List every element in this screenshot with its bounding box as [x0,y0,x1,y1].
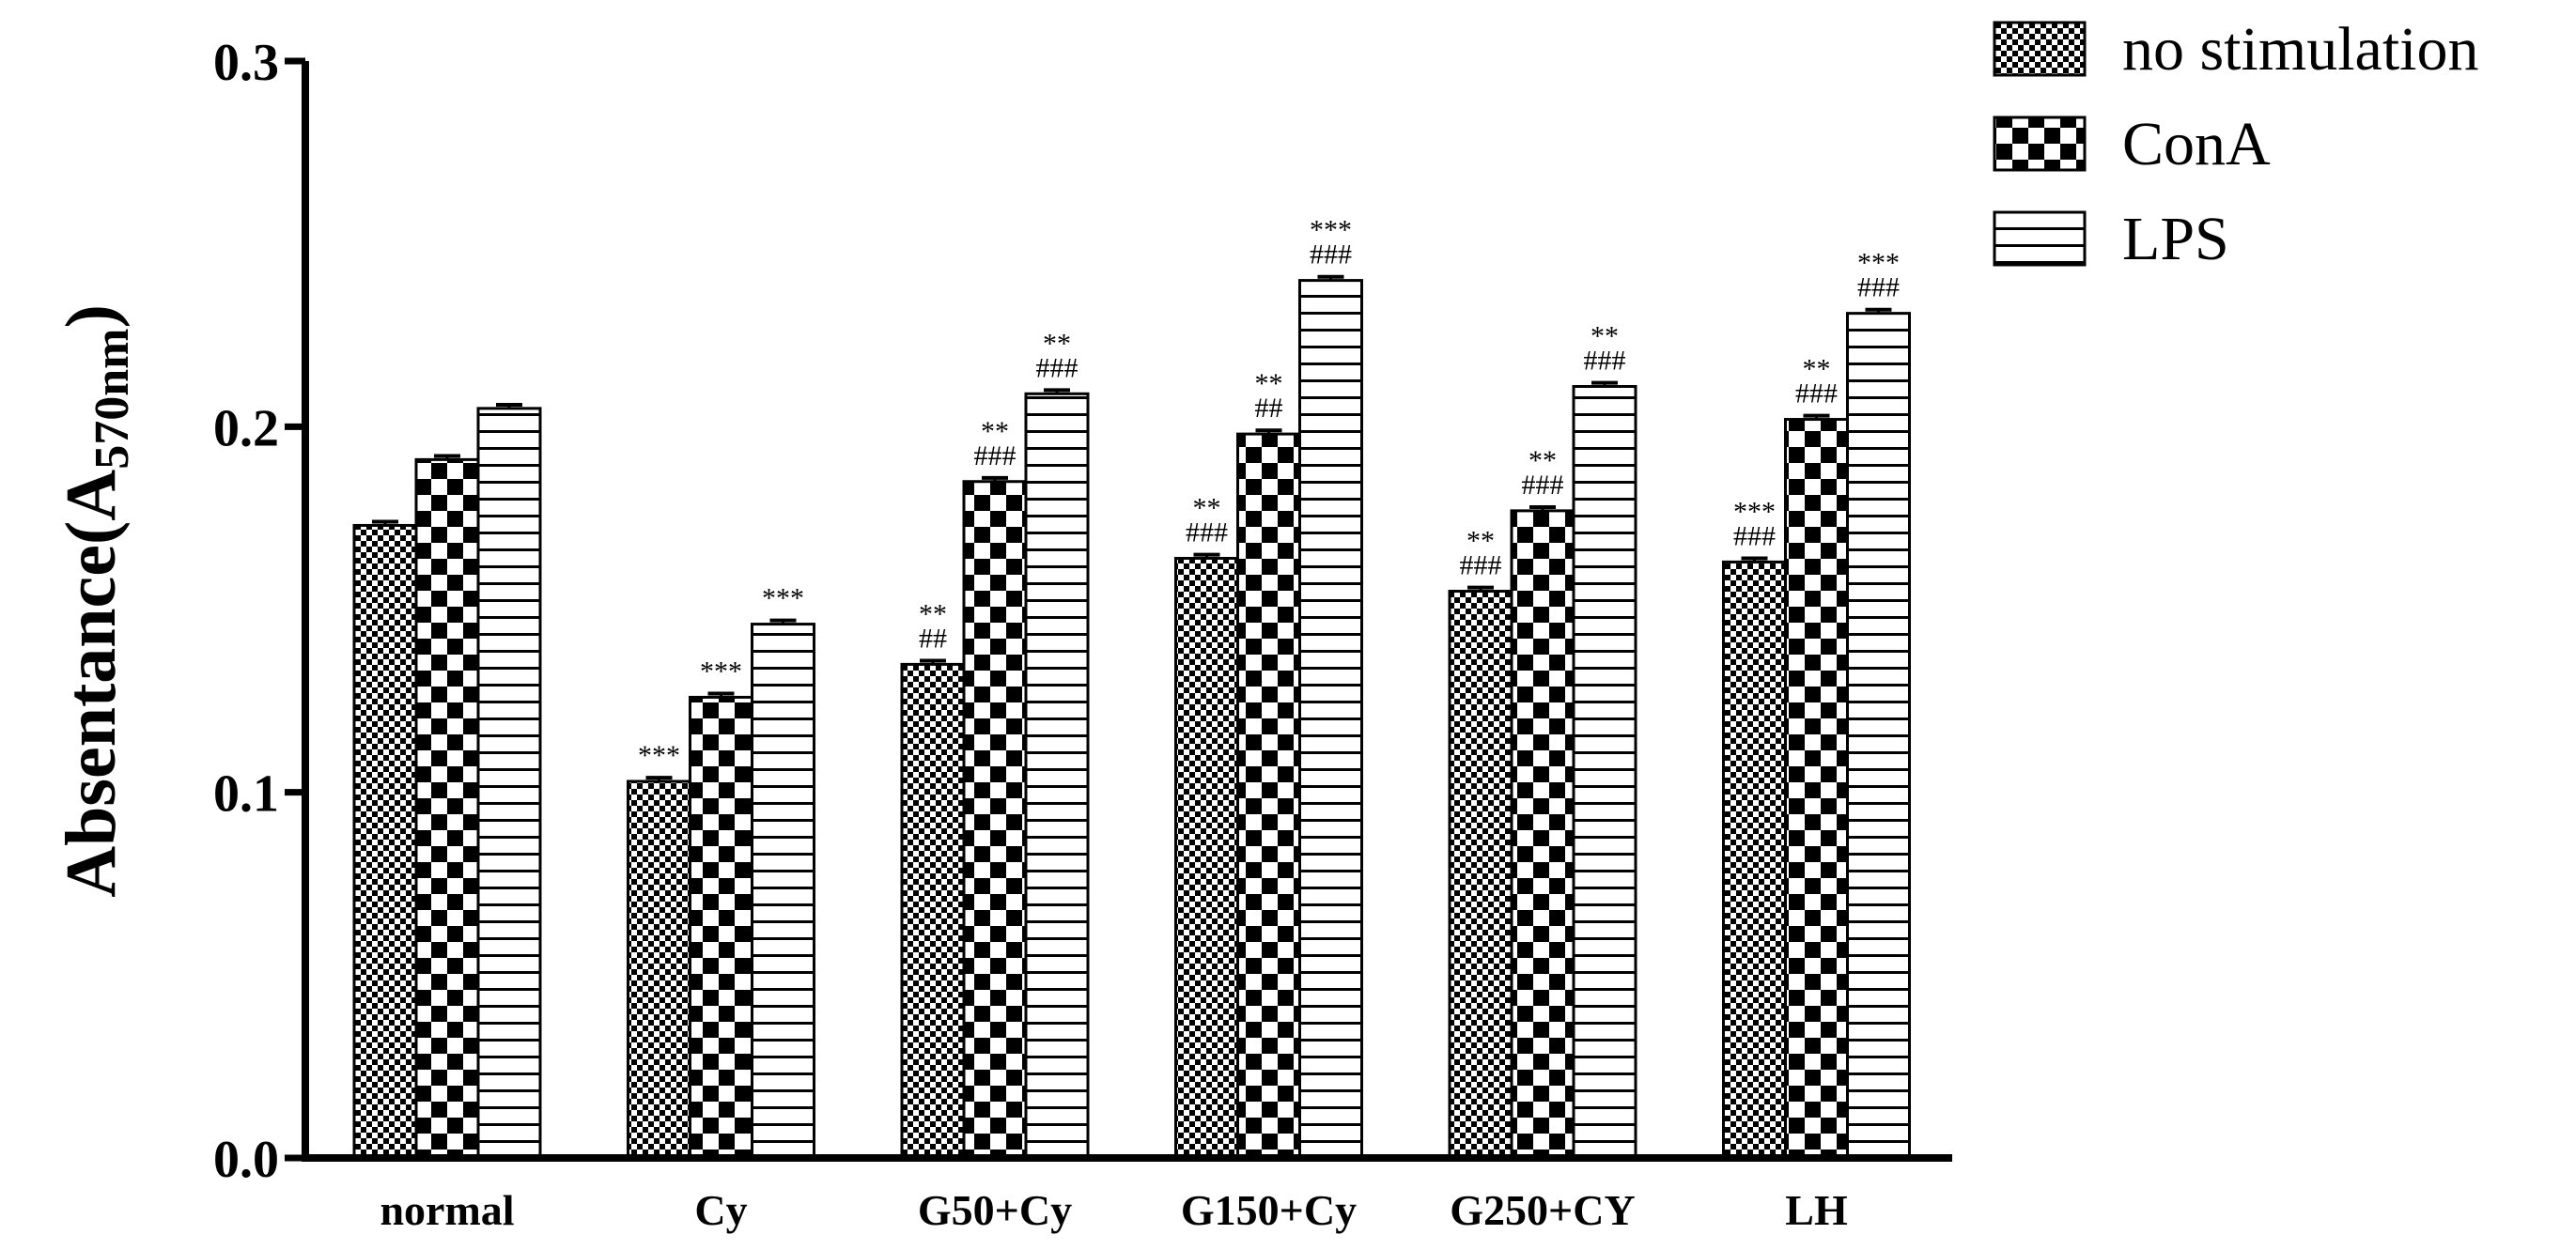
bar-2-1 [962,480,1028,1160]
annotation-3-2-1: ### [1310,239,1352,270]
bar-2-2 [1024,392,1090,1160]
annotation-4-0-0: ** [1466,526,1495,557]
annotation-4-1-1: ### [1522,470,1564,501]
annotation-3-1-0: ** [1255,368,1283,399]
bar-1-1 [689,695,753,1160]
annotations-layer: *********##**###**###**###**##**###***##… [638,215,1900,771]
annotation-4-2-1: ### [1584,346,1626,377]
annotation-5-0-1: ### [1733,520,1776,551]
annotation-5-2-0: *** [1857,248,1900,279]
y-tick-label-2: 0.2 [213,399,279,457]
bar-1-2 [751,623,815,1160]
x-tick-label-2: G50+Cy [918,1186,1072,1234]
annotation-3-2-0: *** [1310,215,1352,246]
legend-label-1: ConA [2122,110,2271,178]
y-tick-label-0: 0.0 [213,1131,279,1189]
bar-5-0 [1722,560,1787,1160]
legend-swatch-2 [1993,210,2087,267]
annotation-2-0-1: ## [919,624,947,655]
bar-4-1 [1510,509,1575,1160]
bar-0-0 [352,523,418,1160]
bar-4-2 [1572,385,1637,1160]
annotation-3-1-1: ## [1255,393,1283,424]
annotation-2-2-1: ### [1036,352,1079,383]
annotation-4-0-1: ### [1460,550,1502,581]
bar-5-1 [1784,418,1849,1160]
annotation-4-1-0: ** [1529,445,1557,476]
bar-0-2 [476,407,542,1160]
annotation-5-1-0: ** [1803,354,1831,385]
bar-3-0 [1174,556,1239,1160]
annotation-1-0-0: *** [638,740,680,771]
legend-label-0: no stimulation [2122,15,2479,84]
legend-swatch-0 [1993,21,2087,77]
annotation-2-0-0: ** [919,599,947,630]
legend-label-2: LPS [2122,205,2229,273]
y-tick-label-1: 0.1 [213,765,279,824]
annotation-4-2-0: ** [1591,321,1619,352]
y-ticks-layer: 0.0 0.1 0.2 0.3 [213,34,305,1189]
annotation-2-2-0: ** [1043,328,1071,359]
bar-5-2 [1846,312,1911,1160]
axes-layer [302,61,1952,1162]
x-tick-label-3: G150+Cy [1181,1186,1357,1234]
error-bars-layer [372,274,1892,781]
bar-4-0 [1448,590,1513,1160]
annotation-1-2-0: *** [762,583,804,614]
annotation-1-1-0: *** [700,656,742,687]
y-axis-label: Absentance(A570nm) [52,304,139,898]
x-tick-label-0: normal [380,1186,514,1234]
bar-1-0 [627,779,691,1160]
annotation-3-0-1: ### [1186,517,1228,548]
annotation-2-1-1: ### [974,440,1016,471]
bar-0-1 [414,457,480,1160]
annotation-5-2-1: ### [1857,272,1900,303]
x-tick-label-4: G250+CY [1450,1186,1635,1234]
x-tick-label-5: LH [1785,1186,1848,1234]
bar-3-1 [1236,432,1301,1160]
annotation-2-1-0: ** [981,416,1009,447]
annotation-5-0-0: *** [1733,496,1776,527]
x-labels-layer: normal Cy G50+Cy G150+Cy G250+CY LH [380,1186,1848,1234]
annotation-3-0-0: ** [1193,493,1221,524]
bar-2-0 [900,662,966,1160]
x-tick-label-1: Cy [694,1186,747,1234]
y-tick-label-3: 0.3 [213,34,279,92]
legend: no stimulation ConA LPS [1993,15,2479,273]
annotation-5-1-1: ### [1795,378,1838,409]
bars-layer [352,279,1911,1160]
bar-3-2 [1298,279,1363,1160]
legend-swatch-1 [1993,116,2087,172]
